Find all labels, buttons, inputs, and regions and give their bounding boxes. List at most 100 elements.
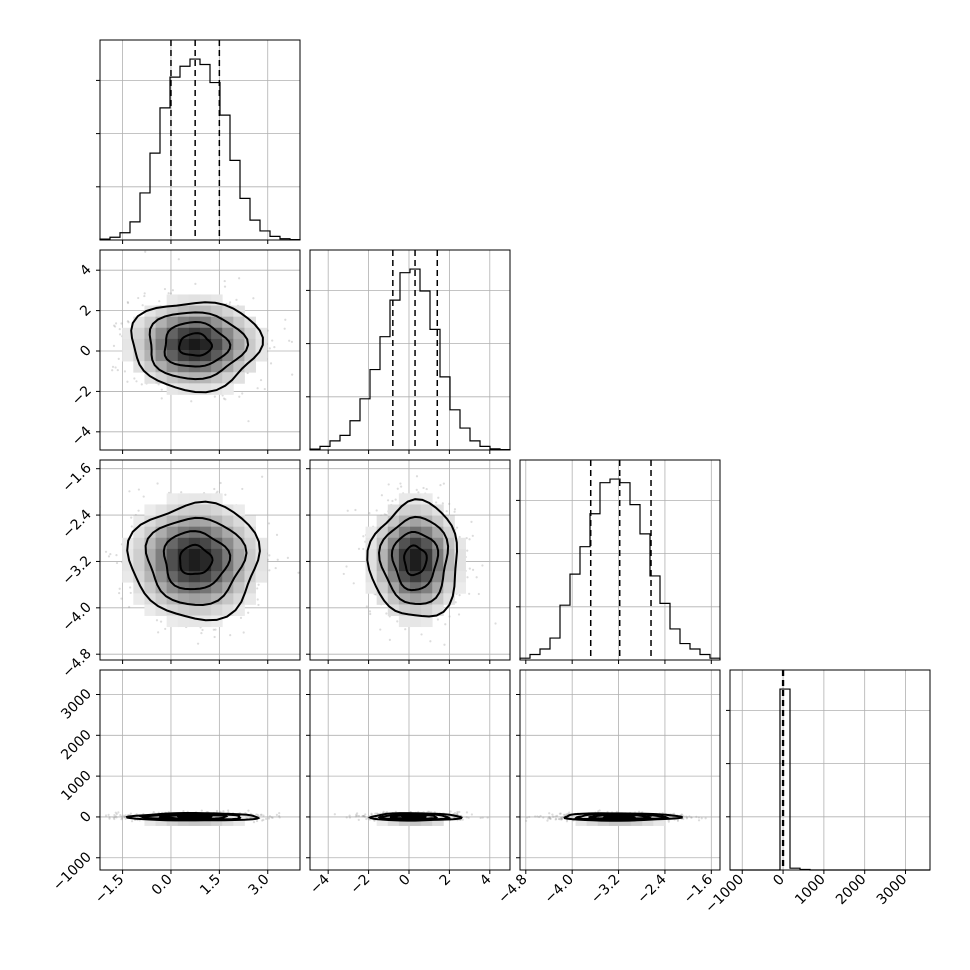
scatter-point — [114, 366, 117, 369]
scatter-point — [265, 817, 268, 820]
contour-level-3 — [563, 812, 683, 822]
density-cell — [410, 571, 422, 583]
density-cell — [432, 560, 444, 572]
density-cell — [200, 604, 212, 616]
scatter-point — [479, 816, 482, 820]
scatter-0-1-content — [100, 250, 300, 450]
scatter-point — [255, 813, 258, 816]
scatter-point — [428, 810, 431, 813]
scatter-point — [284, 318, 287, 321]
scatter-point — [269, 362, 273, 365]
hist-0-steps — [99, 58, 301, 241]
scatter-point — [223, 285, 227, 288]
scatter-point — [345, 565, 348, 568]
scatter-point — [548, 816, 551, 820]
scatter-point — [114, 815, 117, 818]
density-cell — [376, 571, 389, 583]
scatter-point — [122, 814, 125, 817]
density-cell — [398, 593, 411, 605]
density-cell — [365, 560, 378, 572]
scatter-point — [143, 294, 146, 298]
density-cell — [244, 316, 256, 329]
density-cell — [432, 593, 444, 605]
scatter-point — [465, 816, 468, 819]
scatter-point — [104, 550, 108, 553]
density-cell — [443, 560, 455, 572]
scatter-point — [449, 810, 452, 813]
density-cell — [421, 615, 433, 628]
contour-level-1 — [162, 530, 232, 591]
x-tick-label: −1.5 — [92, 872, 127, 907]
density-cell — [255, 548, 268, 561]
scatter-point — [404, 628, 407, 631]
scatter-point — [115, 816, 118, 819]
scatter-0-3-frame — [99, 669, 301, 871]
scatter-point — [129, 812, 133, 815]
scatter-point — [113, 813, 116, 817]
scatter-point — [263, 387, 266, 391]
scatter-point — [118, 591, 121, 595]
density-cell — [244, 560, 256, 572]
scatter-point — [346, 509, 349, 512]
density-cell — [443, 571, 455, 583]
density-cell — [244, 526, 256, 539]
scatter-point — [561, 816, 564, 819]
density-cell — [188, 372, 201, 384]
density-cell — [155, 350, 168, 362]
density-cell — [155, 548, 168, 561]
scatter-point — [455, 812, 459, 816]
scatter-point — [379, 628, 382, 631]
density-cell — [222, 515, 234, 528]
scatter-point — [470, 520, 473, 523]
scatter-panel-1-2 — [306, 459, 511, 664]
scatter-point — [365, 605, 368, 608]
density-cell — [211, 305, 223, 318]
scatter-point — [255, 819, 259, 823]
density-cell — [376, 582, 389, 594]
scatter-panel-0-3 — [96, 669, 301, 874]
scatter-point — [494, 622, 497, 625]
density-cell — [211, 593, 223, 605]
density-cell — [177, 294, 190, 306]
scatter-point — [252, 297, 255, 300]
scatter-point — [417, 491, 420, 494]
scatter-point — [448, 615, 451, 618]
scatter-point — [375, 509, 378, 512]
density-cell — [233, 515, 245, 528]
scatter-point — [278, 816, 281, 819]
density-cell — [177, 548, 190, 561]
density-cell — [200, 338, 212, 351]
scatter-point — [681, 814, 684, 817]
y-tick-label: 3000 — [58, 686, 95, 723]
density-cell — [177, 615, 190, 628]
scatter-point — [435, 501, 438, 504]
scatter-point — [275, 533, 279, 536]
density-cell — [166, 350, 179, 362]
density-cell — [144, 582, 156, 594]
scatter-point — [539, 814, 542, 818]
density-cell — [155, 604, 168, 616]
density-cell — [233, 316, 245, 329]
scatter-point — [120, 322, 123, 325]
density-cell — [233, 504, 245, 516]
scatter-point — [152, 810, 155, 814]
y-tick-label: 1000 — [58, 768, 95, 805]
scatter-point — [159, 620, 163, 623]
density-cell — [144, 526, 156, 539]
density-cell — [166, 560, 179, 572]
scatter-point — [286, 556, 289, 559]
density-cell — [432, 604, 444, 616]
scatter-point — [370, 812, 373, 815]
scatter-point — [113, 816, 116, 819]
density-cell — [177, 571, 190, 583]
scatter-point — [171, 289, 174, 292]
density-cell — [387, 515, 400, 528]
scatter-point — [111, 365, 115, 368]
scatter-point — [362, 814, 365, 818]
x-tick-label: −2 — [348, 872, 374, 898]
density-cell — [166, 537, 179, 550]
density-cell — [421, 537, 433, 550]
scatter-point — [216, 490, 219, 493]
density-cell — [432, 526, 444, 539]
scatter-point — [120, 815, 123, 818]
